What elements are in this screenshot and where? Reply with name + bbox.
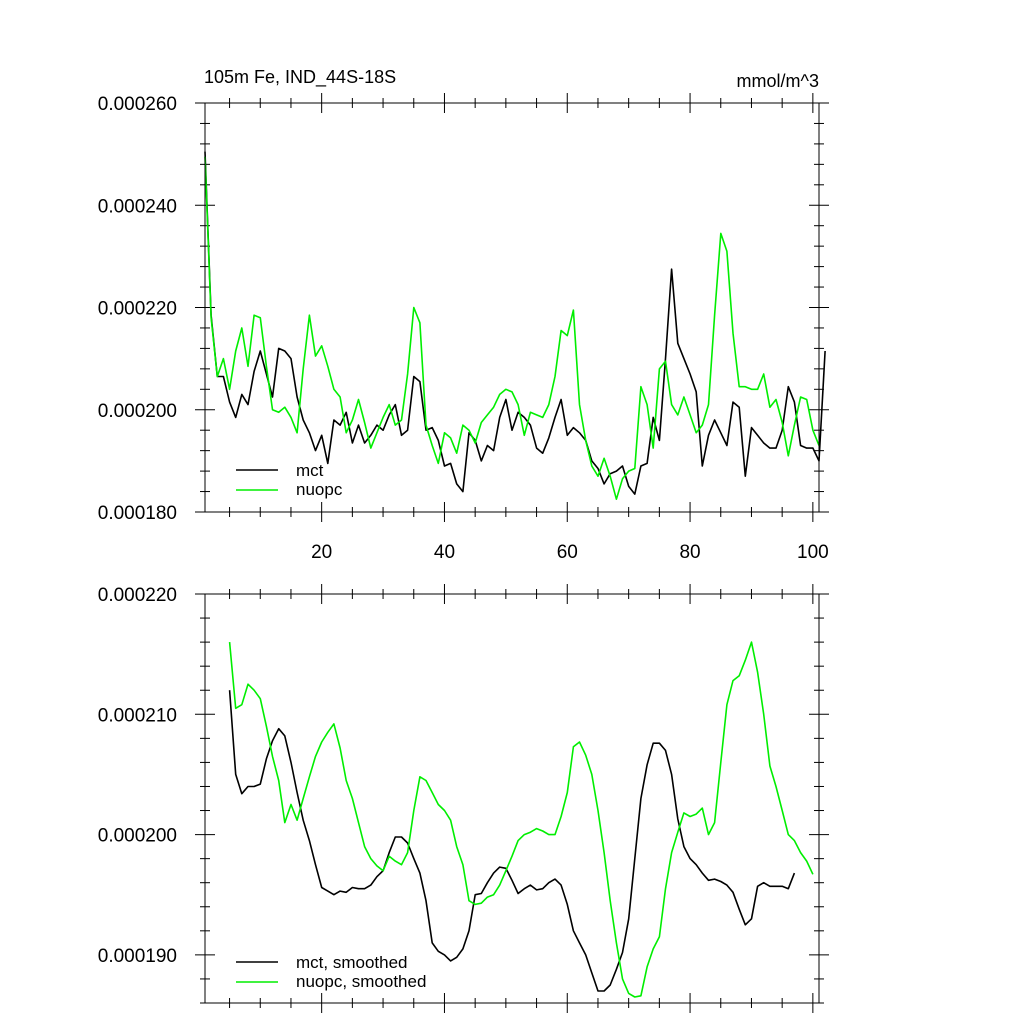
legend-label-mct: mct: [296, 461, 324, 480]
top-plot-frame: [204, 102, 820, 513]
top-legend: mct nuopc: [236, 461, 343, 499]
top-chart-title: 105m Fe, IND_44S-18S: [204, 67, 396, 88]
x-tick-label: 100: [797, 542, 829, 563]
top-tick-group: 20 40 60 80 100 0.000180 0.000200 0.000220 0.000…: [98, 93, 829, 563]
series-line-mct: [204, 151, 826, 495]
bottom-tick-group: 0.000190 0.000200 0.000210 0.000220: [98, 584, 829, 1013]
y-tick-label: 0.000200: [98, 826, 177, 847]
x-tick-label: 60: [557, 542, 578, 563]
series-line-nuopc: [204, 156, 820, 501]
x-tick-label: 40: [434, 542, 455, 563]
y-tick-label: 0.000190: [98, 946, 177, 967]
y-tick-label: 0.000220: [98, 299, 177, 320]
top-series-group: [204, 151, 826, 501]
top-panel: 105m Fe, IND_44S-18S mmol/m^3 20 40 60 80 10…: [98, 67, 829, 563]
y-tick-label: 0.000210: [98, 705, 177, 726]
series-line-mct-smoothed: [228, 690, 796, 992]
y-tick-label: 0.000240: [98, 196, 177, 217]
y-tick-label: 0.000220: [98, 585, 177, 606]
bottom-plot-frame: [204, 593, 820, 1004]
y-tick-label: 0.000260: [98, 94, 177, 115]
top-chart-units: mmol/m^3: [737, 71, 819, 91]
x-tick-label: 20: [311, 542, 332, 563]
bottom-panel: 0.000190 0.000200 0.000210 0.000220 mct, sm…: [98, 584, 829, 1013]
bottom-series-group: [228, 641, 814, 998]
legend-label-mct-smoothed: mct, smoothed: [296, 953, 408, 972]
y-tick-label: 0.000180: [98, 503, 177, 524]
y-tick-label: 0.000200: [98, 401, 177, 422]
bottom-legend: mct, smoothed nuopc, smoothed: [236, 953, 426, 991]
series-line-nuopc-smoothed: [228, 641, 814, 998]
x-tick-label: 80: [679, 542, 700, 563]
legend-label-nuopc: nuopc: [296, 480, 343, 499]
legend-label-nuopc-smoothed: nuopc, smoothed: [296, 972, 426, 991]
